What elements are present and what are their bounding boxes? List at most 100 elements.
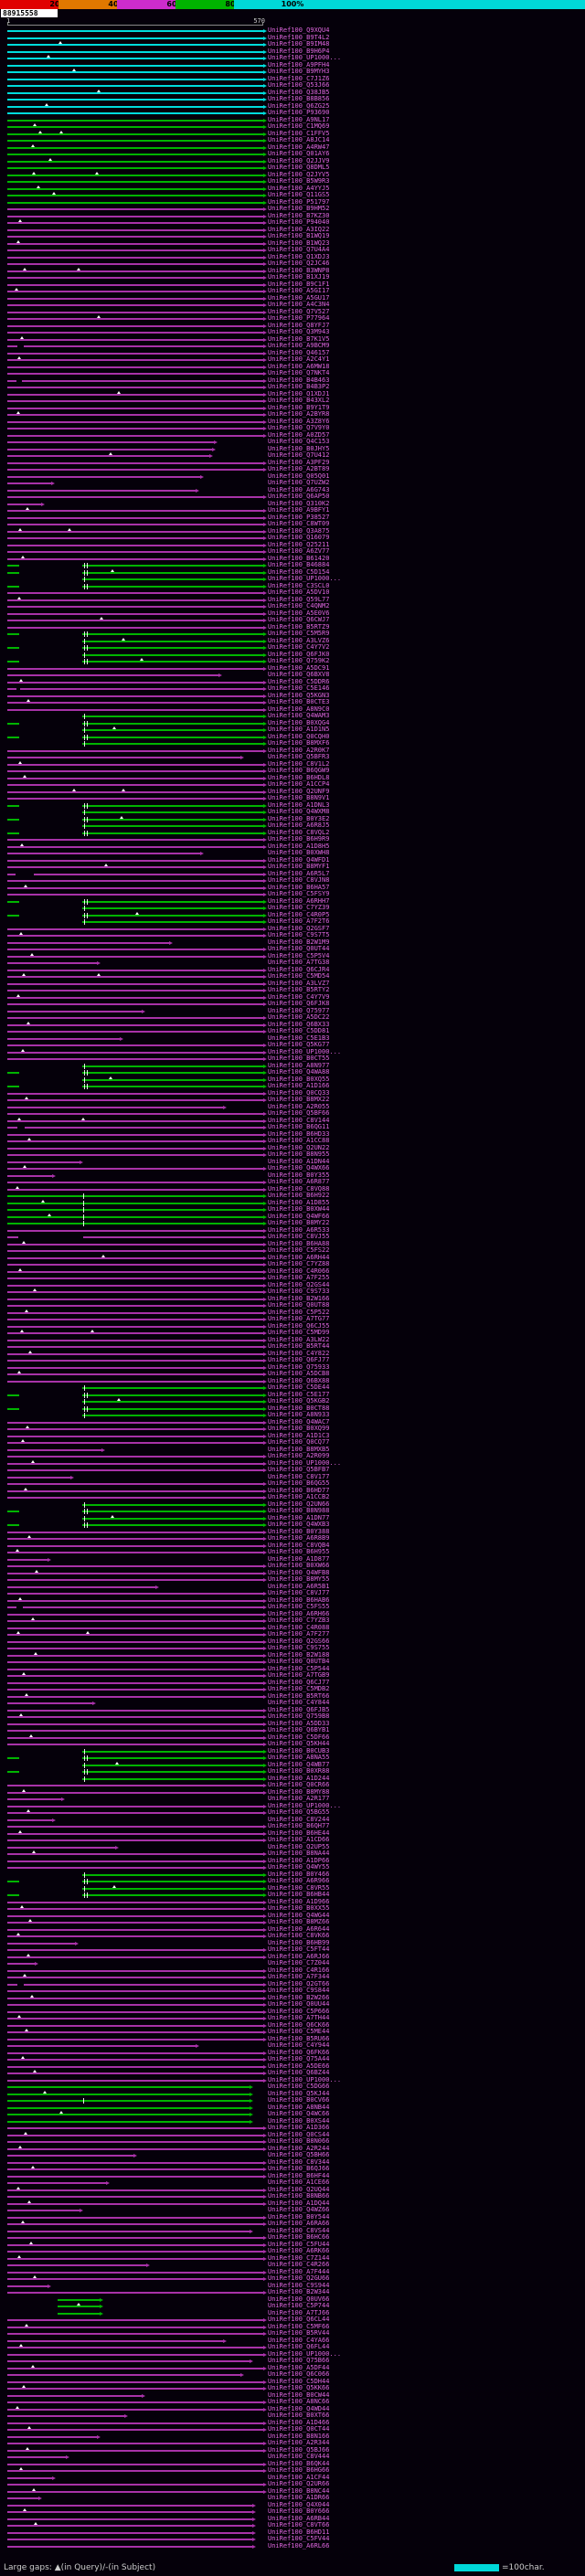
hit-label[interactable]: UniRef100_C5MD54 — [268, 972, 330, 980]
hit-label[interactable]: UniRef100_C5D154 — [268, 567, 330, 576]
hit-label[interactable]: UniRef100_P51797 — [268, 197, 330, 206]
hit-label[interactable]: UniRef100_B0Y544 — [268, 2212, 330, 2221]
hit-label[interactable]: UniRef100_Q4WF66 — [268, 1212, 330, 1220]
hit-bar[interactable] — [7, 2401, 263, 2403]
hit-label[interactable]: UniRef100_B6HD77 — [268, 1486, 330, 1494]
hit-bar[interactable] — [82, 647, 263, 649]
hit-bar[interactable] — [7, 2484, 263, 2486]
hit-label[interactable]: UniRef100_A6R877 — [268, 1178, 330, 1185]
hit-bar[interactable] — [7, 1956, 263, 1958]
hit-label[interactable]: UniRef100_B6H9R9 — [268, 835, 330, 843]
hit-label[interactable]: UniRef100_B43XL2 — [268, 397, 330, 404]
hit-label[interactable]: UniRef100_B5RV44 — [268, 2329, 330, 2337]
hit-label[interactable]: UniRef100_B2W166 — [268, 1294, 330, 1302]
hit-label[interactable]: UniRef100_C5DD81 — [268, 1027, 330, 1034]
hit-label[interactable]: UniRef100_Q4WX66 — [268, 1164, 330, 1171]
hit-label[interactable]: UniRef100_B6HD11 — [268, 2528, 330, 2536]
hit-label[interactable]: UniRef100_B4B3P2 — [268, 383, 330, 390]
hit-bar[interactable] — [7, 1736, 263, 1739]
hit-label[interactable]: UniRef100_A3Z8Y6 — [268, 417, 330, 425]
hit-bar[interactable] — [82, 1072, 263, 1074]
hit-label[interactable]: UniRef100_Q1XDJ1 — [268, 389, 330, 398]
hit-bar[interactable] — [82, 1894, 263, 1896]
hit-bar[interactable] — [7, 2216, 263, 2219]
hit-bar[interactable] — [7, 1620, 263, 1622]
hit-bar[interactable] — [7, 1044, 263, 1046]
hit-label[interactable]: UniRef100_C8VQL2 — [268, 828, 330, 836]
hit-bar[interactable] — [7, 1730, 263, 1732]
hit-label[interactable]: UniRef100_Q7V9Y0 — [268, 424, 330, 431]
hit-bar[interactable] — [7, 1832, 263, 1835]
hit-bar[interactable] — [7, 242, 263, 245]
hit-label[interactable]: UniRef100_A9BFY1 — [268, 506, 330, 514]
hit-label[interactable]: UniRef100_Q0CQH0 — [268, 732, 330, 740]
hit-bar[interactable] — [82, 1887, 263, 1890]
hit-bar[interactable] — [7, 1086, 19, 1087]
hit-label[interactable]: UniRef100_B8N955 — [268, 1150, 330, 1158]
hit-label[interactable]: UniRef100_Q4WA88 — [268, 1068, 330, 1076]
hit-bar[interactable] — [7, 1168, 263, 1170]
hit-label[interactable]: UniRef100_A1DN44 — [268, 1157, 330, 1165]
hit-label[interactable]: UniRef100_Q5KGN3 — [268, 691, 330, 699]
hit-bar[interactable] — [7, 78, 263, 80]
hit-bar[interactable] — [7, 270, 263, 272]
hit-label[interactable]: UniRef100_C8VJ55 — [268, 1233, 330, 1240]
hit-label[interactable]: UniRef100_Q759K2 — [268, 657, 330, 664]
hit-label[interactable]: UniRef100_B9IM48 — [268, 40, 330, 48]
hit-bar[interactable] — [34, 873, 263, 875]
hit-label[interactable]: UniRef100_Q4WC66 — [268, 2110, 330, 2117]
hit-bar[interactable] — [7, 37, 263, 39]
hit-bar[interactable] — [7, 1483, 263, 1485]
hit-bar[interactable] — [7, 1113, 263, 1115]
hit-label[interactable]: UniRef100_Q4WB77 — [268, 1760, 330, 1768]
hit-bar[interactable] — [7, 1037, 120, 1040]
hit-bar[interactable] — [7, 620, 263, 621]
hit-label[interactable]: UniRef100_C9S844 — [268, 1987, 330, 1994]
hit-label[interactable]: UniRef100_A3LW22 — [268, 1335, 330, 1343]
hit-bar[interactable] — [7, 208, 263, 210]
hit-label[interactable]: UniRef100_C4QNM2 — [268, 602, 330, 610]
hit-label[interactable]: UniRef100_Q6CWJ7 — [268, 616, 330, 623]
hit-bar[interactable] — [7, 1127, 17, 1129]
hit-label[interactable]: UniRef100_A1D366 — [268, 2124, 330, 2131]
hit-bar[interactable] — [7, 1661, 263, 1663]
hit-bar[interactable] — [82, 653, 263, 656]
hit-label[interactable]: UniRef100_B8N9V1 — [268, 794, 330, 801]
hit-bar[interactable] — [7, 565, 19, 567]
hit-label[interactable]: UniRef100_A6G743 — [268, 485, 330, 493]
hit-bar[interactable] — [7, 606, 263, 608]
hit-label[interactable]: UniRef100_Q0CS44 — [268, 2130, 330, 2138]
hit-bar[interactable] — [7, 2264, 147, 2266]
hit-label[interactable]: UniRef100_Q759B8 — [268, 1712, 330, 1720]
hit-bar[interactable] — [7, 2292, 263, 2294]
hit-label[interactable]: UniRef100_Q7U412 — [268, 451, 330, 459]
hit-bar[interactable] — [7, 1901, 263, 1903]
hit-label[interactable]: UniRef100_Q6BX33 — [268, 1020, 330, 1028]
hit-label[interactable]: UniRef100_Q59L77 — [268, 595, 330, 603]
hit-bar[interactable] — [7, 283, 263, 286]
hit-label[interactable]: UniRef100_B0CTE3 — [268, 698, 330, 705]
hit-label[interactable]: UniRef100_A6RHH7 — [268, 896, 330, 905]
hit-bar[interactable] — [7, 345, 17, 347]
hit-label[interactable]: UniRef100_C8V144 — [268, 1116, 330, 1124]
hit-bar[interactable] — [82, 729, 263, 731]
hit-label[interactable]: UniRef100_B6HB99 — [268, 1938, 330, 1946]
hit-bar[interactable] — [7, 839, 263, 841]
hit-bar[interactable] — [7, 448, 212, 451]
hit-label[interactable]: UniRef100_B8MXB5 — [268, 1445, 330, 1453]
hit-label[interactable]: UniRef100_A8NA55 — [268, 1754, 330, 1761]
hit-label[interactable]: UniRef100_B6HF44 — [268, 2171, 330, 2179]
hit-bar[interactable] — [7, 112, 263, 114]
hit-label[interactable]: UniRef100_B5W9R3 — [268, 177, 330, 185]
hit-label[interactable]: UniRef100_B2W1M9 — [268, 938, 330, 946]
hit-bar[interactable] — [7, 2504, 252, 2507]
hit-bar[interactable] — [82, 571, 263, 574]
hit-bar[interactable] — [82, 907, 263, 909]
hit-bar[interactable] — [7, 2168, 263, 2170]
hit-label[interactable]: UniRef100_A5DV10 — [268, 588, 330, 596]
hit-label[interactable]: UniRef100_A9PFH4 — [268, 60, 330, 69]
hit-label[interactable]: UniRef100_Q53J66 — [268, 81, 330, 89]
hit-label[interactable]: UniRef100_UP1000... — [268, 54, 342, 61]
hit-bar[interactable] — [7, 1277, 263, 1279]
hit-bar[interactable] — [7, 407, 263, 409]
